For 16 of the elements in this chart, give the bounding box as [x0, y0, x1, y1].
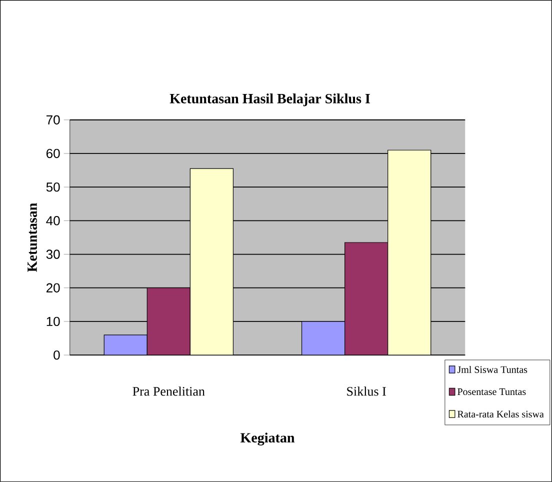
legend-label: Rata-rata Kelas siswa	[458, 410, 544, 418]
x-axis-title: Kegiatan	[240, 432, 295, 446]
x-tick-label: Pra Penelitian	[132, 386, 205, 396]
y-tick-label: 0	[54, 350, 60, 360]
legend-label: Jml Siswa Tuntas	[457, 366, 528, 374]
y-tick-label: 50	[46, 182, 60, 192]
y-tick-label: 30	[46, 250, 60, 259]
y-tick-label: 10	[46, 316, 60, 326]
y-tick-label: 20	[46, 283, 60, 292]
y-axis-title: Ketuntasan	[28, 203, 37, 272]
y-tick-label: 70	[46, 115, 60, 125]
y-tick-label: 60	[46, 148, 60, 158]
y-tick-label: 40	[46, 216, 60, 226]
chart-title: Ketuntasan Hasil Belajar Siklus I	[170, 94, 370, 106]
legend-label: Posentase Tuntas	[458, 388, 526, 396]
x-tick-label: Siklus I	[347, 386, 386, 396]
